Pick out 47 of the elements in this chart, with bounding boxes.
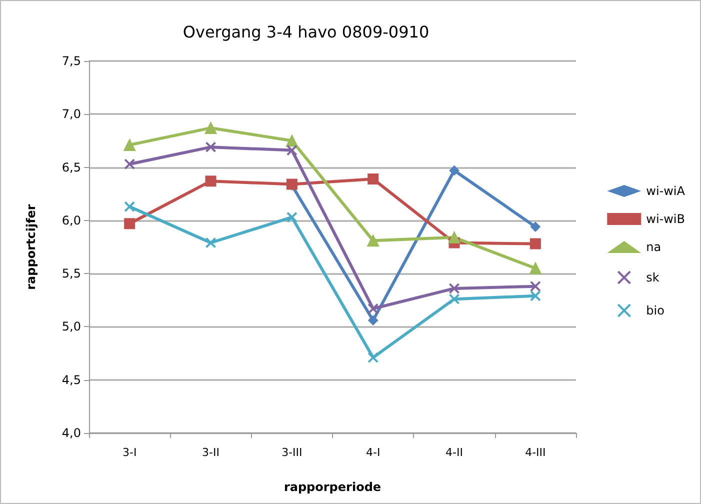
legend-label: na [646,240,662,254]
point [530,280,541,292]
point [368,303,379,314]
point [205,176,216,187]
x-tick-label: 4-I [366,446,380,459]
legend-label: wi-wiB [646,212,685,226]
y-tick-label: 6,0 [62,213,81,228]
y-tick-label: 5,0 [62,320,81,334]
x-tick-label: 3-III [282,446,302,459]
point [448,231,460,244]
y-tick-label: 7,5 [62,54,81,68]
x-tick-label: 3-I [122,446,137,459]
point [124,138,136,151]
y-tick-label: 4,0 [62,426,81,440]
legend-label: wi-wiA [646,184,686,198]
point [124,201,136,212]
y-tick-label: 7,0 [62,107,81,122]
point [368,315,378,326]
y-tick-label: 6,5 [62,160,81,174]
x-axis-title: rapporperiode [284,480,382,494]
point [448,294,460,305]
point [124,158,136,170]
x-tick-label: 4-III [525,446,546,459]
point [530,222,540,232]
point [368,173,379,184]
point [204,122,217,134]
point [367,234,380,247]
point [448,282,460,294]
point [530,238,541,250]
point [529,262,542,274]
y-tick-label: 5,5 [62,266,81,281]
chart-title: Overgang 3-4 havo 0809-0910 [182,22,430,42]
point [368,352,379,364]
y-tick-label: 4,5 [62,372,81,387]
legend-label: bio [646,304,664,318]
x-tick-label: 4-II [446,446,463,459]
point [449,165,460,176]
point [205,142,216,153]
point [286,212,298,223]
point [286,134,298,147]
point [205,237,216,248]
x-tick-label: 3-II [202,446,220,459]
point [286,144,298,156]
y-axis-title: rapportcijfer [24,204,38,290]
point [124,218,136,230]
legend-label: sk [646,270,660,284]
point [530,290,541,302]
